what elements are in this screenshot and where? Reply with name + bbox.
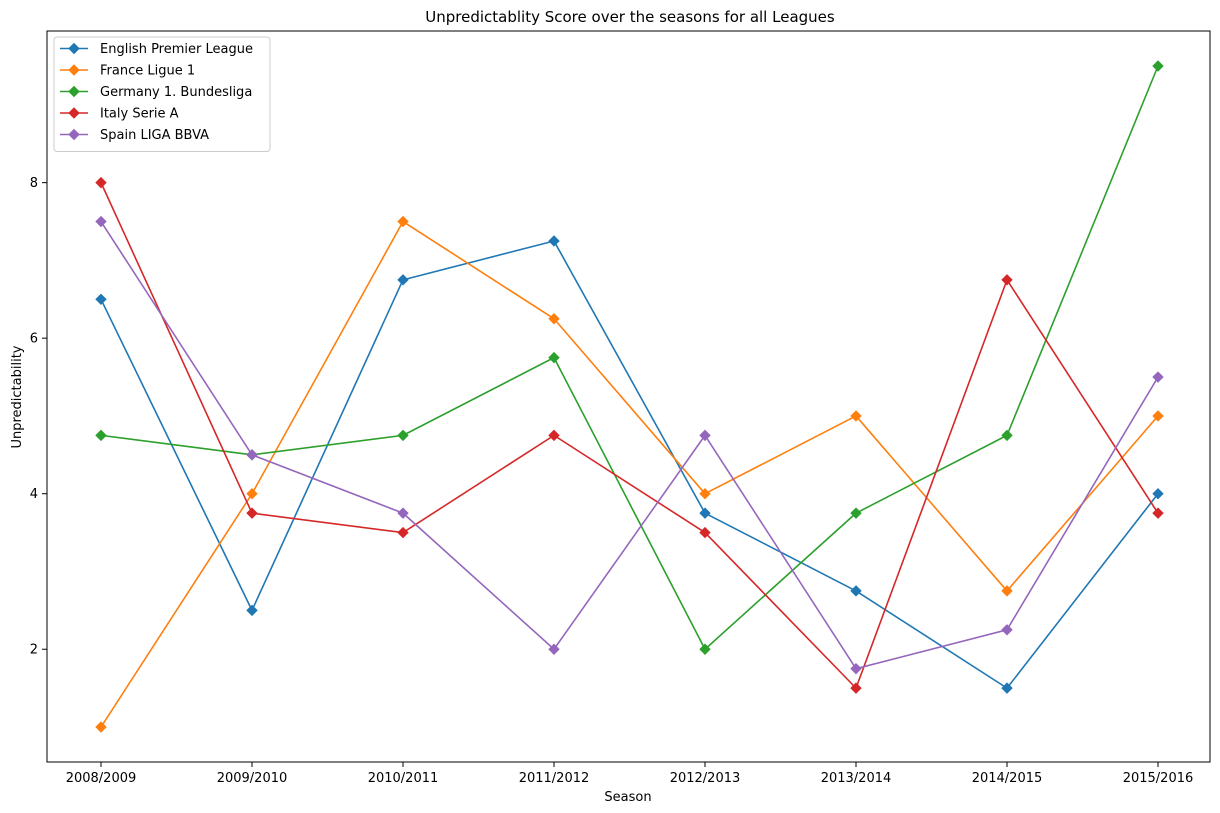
series-1 (95, 215, 1164, 733)
y-tick-label: 2 (30, 643, 38, 658)
y-tick-label: 8 (30, 176, 38, 191)
plot-frame (46, 30, 1211, 763)
legend-item: Germany 1. Bundesliga (60, 85, 252, 100)
data-point (548, 429, 560, 442)
legend: English Premier League France Ligue 1 Germ… (53, 36, 271, 152)
series-line (100, 220, 1159, 728)
x-tick-label: 2015/2016 (1123, 771, 1194, 786)
x-tick-label: 2013/2014 (821, 771, 892, 786)
data-point (397, 274, 409, 286)
data-point (95, 293, 107, 306)
data-point (850, 410, 862, 422)
series-line (100, 182, 1159, 689)
data-point (548, 313, 560, 325)
data-point (246, 507, 258, 519)
data-point (1001, 624, 1013, 636)
chart-title: Unpredictablity Score over the seasons f… (425, 8, 835, 26)
data-point (246, 487, 258, 500)
data-point (699, 507, 711, 519)
data-point (95, 215, 107, 228)
x-tick-label: 2012/2013 (670, 771, 741, 786)
data-point (1001, 429, 1013, 442)
data-point (548, 351, 560, 364)
legend-item: Spain LIGA BBVA (60, 128, 209, 143)
legend-label: France Ligue 1 (100, 64, 195, 79)
data-point (699, 429, 711, 442)
data-point (699, 643, 711, 655)
legend-label: Germany 1. Bundesliga (100, 85, 252, 100)
data-point (850, 585, 862, 597)
legend-label: Italy Serie A (100, 107, 179, 122)
x-axis: 2008/2009 2009/2010 2010/2011 2011/2012 2012… (66, 762, 1194, 786)
legend-item: Italy Serie A (60, 107, 179, 122)
data-point (548, 643, 560, 655)
data-point (246, 449, 258, 461)
data-point (95, 429, 107, 442)
legend-item: France Ligue 1 (60, 64, 195, 79)
data-point (397, 507, 409, 519)
data-point (397, 215, 409, 228)
data-point (548, 235, 560, 247)
series-line (100, 240, 1159, 689)
y-axis: 2 4 6 8 (30, 176, 47, 658)
x-axis-label: Season (604, 790, 651, 805)
x-tick-label: 2008/2009 (66, 771, 137, 786)
x-tick-label: 2011/2012 (519, 771, 590, 786)
data-point (1152, 371, 1164, 383)
data-point (1152, 487, 1164, 500)
legend-label: English Premier League (100, 42, 253, 57)
data-point (246, 604, 258, 617)
data-point (397, 429, 409, 442)
series-4 (95, 215, 1164, 675)
data-point (1001, 585, 1013, 597)
data-point (1001, 274, 1013, 286)
data-point (699, 526, 711, 539)
y-axis-label: Unpredictability (10, 345, 25, 448)
plot-area (47, 31, 1210, 762)
legend-swatch-marker (68, 128, 80, 141)
data-point (397, 526, 409, 539)
data-point (850, 662, 862, 675)
data-point (1001, 682, 1013, 694)
data-point (850, 507, 862, 519)
x-tick-label: 2009/2010 (217, 771, 288, 786)
series-line (100, 65, 1159, 651)
legend-swatch-marker (68, 107, 80, 119)
data-point (1152, 410, 1164, 422)
series-line (100, 221, 1159, 670)
legend-swatch-marker (68, 85, 80, 98)
data-point (850, 682, 862, 694)
series-layer (95, 60, 1164, 733)
legend-label: Spain LIGA BBVA (100, 128, 209, 143)
legend-box (53, 36, 271, 152)
x-tick-label: 2010/2011 (368, 771, 439, 786)
y-tick-label: 6 (30, 332, 38, 347)
x-tick-label: 2014/2015 (972, 771, 1043, 786)
data-point (699, 487, 711, 500)
data-point (95, 176, 107, 189)
y-tick-label: 4 (30, 487, 38, 502)
legend-item: English Premier League (60, 42, 253, 57)
legend-swatch-marker (68, 42, 80, 55)
legend-swatch-marker (68, 64, 80, 76)
data-point (95, 721, 107, 733)
data-point (1152, 60, 1164, 72)
series-0 (95, 235, 1164, 694)
data-point (1152, 507, 1164, 519)
series-3 (95, 176, 1164, 694)
